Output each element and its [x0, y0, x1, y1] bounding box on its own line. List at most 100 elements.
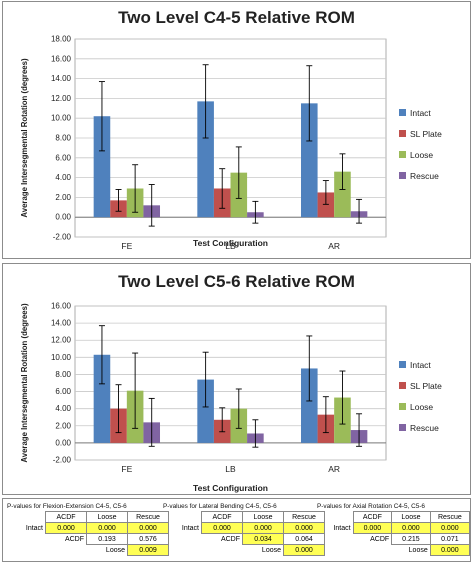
- y-tick-label: 6.00: [55, 153, 71, 162]
- x-tick-label: LB: [225, 241, 236, 251]
- x-tick-label: FE: [121, 241, 132, 251]
- column-header: Loose: [242, 511, 284, 523]
- y-tick-label: 0.00: [55, 213, 71, 222]
- row-label: Loose: [261, 546, 281, 554]
- p-value-table-caption: P-values for Flexion-Extension C4-5, C5-…: [7, 503, 127, 510]
- legend-label: Rescue: [410, 171, 439, 181]
- y-tick-label: 0.00: [55, 438, 71, 447]
- y-tick-label: -2.00: [53, 456, 72, 465]
- bar-sl-plate-ar: [317, 192, 335, 218]
- p-value-cell: 0.009: [127, 544, 169, 556]
- x-tick-label: FE: [121, 464, 132, 474]
- p-value-cell: 0.000: [429, 522, 471, 534]
- y-tick-label: 8.00: [55, 370, 71, 379]
- table-row: ACDF 0.193 0.576: [7, 533, 169, 545]
- p-value-table: ACDF Loose Rescue Intact 0.000 0.000 0.000 ACDF…: [317, 511, 471, 556]
- table-row: ACDF 0.215 0.071: [317, 533, 471, 545]
- p-value-cell: 0.000: [127, 522, 169, 534]
- y-tick-label: -2.00: [53, 233, 72, 242]
- bar-intact-fe: [93, 116, 111, 218]
- legend-label: Intact: [410, 360, 431, 370]
- legend-swatch: [399, 382, 406, 389]
- y-tick-label: 8.00: [55, 134, 71, 143]
- p-value-cell: 0.000: [201, 522, 243, 534]
- p-value-cell: 0.215: [391, 533, 431, 545]
- p-value-table: ACDF Loose Rescue Intact 0.000 0.000 0.000 ACDF…: [163, 511, 325, 556]
- y-tick-label: 10.00: [51, 353, 72, 362]
- p-value-table: ACDF Loose Rescue Intact 0.000 0.000 0.000 ACDF…: [7, 511, 169, 556]
- legend-swatch: [399, 172, 406, 179]
- p-value-cell: 0.000: [86, 522, 128, 534]
- column-header: Rescue: [127, 511, 169, 523]
- row-label: Intact: [333, 524, 351, 532]
- y-axis-label: Average Intersegmental Rotation (degrees…: [20, 303, 29, 463]
- bar-intact-lb: [197, 379, 214, 443]
- p-value-cell: 0.193: [86, 533, 128, 545]
- column-header: ACDF: [201, 511, 243, 523]
- p-value-table-lateral-bending: P-values for Lateral Bending C4-5, C5-6 A…: [163, 502, 325, 556]
- y-tick-label: 14.00: [51, 74, 72, 83]
- p-value-table-caption: P-values for Lateral Bending C4-5, C5-6: [163, 503, 277, 510]
- y-tick-label: 18.00: [51, 35, 72, 44]
- p-value-cell: 0.000: [242, 522, 284, 534]
- row-label: ACDF: [64, 535, 84, 543]
- chart-panel-c5-6: Two Level C5-6 Relative ROM -2.00 0.00 2.0…: [2, 263, 471, 495]
- bar-intact-lb: [197, 101, 214, 218]
- legend-swatch: [399, 403, 406, 410]
- column-header: Loose: [86, 511, 128, 523]
- x-axis-label: Test Configuration: [193, 483, 268, 493]
- y-tick-label: 4.00: [55, 173, 71, 182]
- y-tick-label: 2.00: [55, 193, 71, 202]
- table-row: Loose 0.000: [163, 544, 325, 556]
- y-tick-label: 4.00: [55, 404, 71, 413]
- legend-swatch: [399, 130, 406, 137]
- table-row: Loose 0.000: [317, 544, 471, 556]
- y-tick-label: 16.00: [51, 54, 72, 63]
- legend-label: Loose: [410, 402, 433, 412]
- y-tick-label: 6.00: [55, 387, 71, 396]
- y-tick-label: 16.00: [51, 302, 72, 311]
- legend-label: SL Plate: [410, 381, 442, 391]
- chart-title: Two Level C5-6 Relative ROM: [118, 272, 355, 291]
- p-value-cell: 0.000: [352, 522, 393, 534]
- p-value-cell: 0.034: [242, 533, 284, 545]
- column-header: ACDF: [352, 511, 393, 523]
- bar-intact-fe: [93, 354, 111, 443]
- legend-swatch: [399, 151, 406, 158]
- bar-loose-ar: [334, 171, 351, 218]
- chart-panel-c4-5: Two Level C4-5 Relative ROM -2.00 0.00 2.0…: [2, 1, 471, 259]
- bar-chart-c5-6: -2.00 0.00 2.00 4.00 6.00 8.00 10.00 12.00 14.00…: [20, 302, 442, 494]
- table-row: Intact 0.000 0.000 0.000: [7, 522, 169, 534]
- p-value-table-caption: P-values for Axial Rotation C4-5, C5-6: [317, 503, 425, 510]
- table-row: Intact 0.000 0.000 0.000: [163, 522, 325, 534]
- x-tick-label: AR: [328, 241, 340, 251]
- table-row: Intact 0.000 0.000 0.000: [317, 522, 471, 534]
- y-tick-label: 14.00: [51, 319, 72, 328]
- row-label: ACDF: [220, 535, 240, 543]
- legend-label: Intact: [410, 108, 431, 118]
- p-value-cell: 0.000: [45, 522, 87, 534]
- bar-chart-c4-5: -2.00 0.00 2.00 4.00 6.00 8.00 10.00 12.00 14.00…: [20, 35, 442, 252]
- column-header: Rescue: [429, 511, 471, 523]
- row-label: Intact: [181, 524, 199, 532]
- legend-label: SL Plate: [410, 129, 442, 139]
- p-value-table-axial-rotation: P-values for Axial Rotation C4-5, C5-6 AC…: [317, 502, 471, 556]
- chart-title: Two Level C4-5 Relative ROM: [118, 8, 355, 27]
- y-axis-label: Average Intersegmental Rotation (degrees…: [20, 58, 29, 218]
- p-value-cell: 0.071: [429, 533, 471, 545]
- table-row: Loose 0.009: [7, 544, 169, 556]
- p-value-cell: 0.000: [283, 544, 325, 556]
- column-header: Loose: [391, 511, 431, 523]
- p-value-cell: 0.000: [429, 544, 471, 556]
- row-label: ACDF: [370, 535, 390, 543]
- y-tick-label: 2.00: [55, 421, 71, 430]
- legend-label: Rescue: [410, 423, 439, 433]
- bar-intact-ar: [300, 368, 318, 443]
- bar-intact-ar: [300, 103, 318, 218]
- y-tick-label: 10.00: [51, 114, 72, 123]
- legend-swatch: [399, 109, 406, 116]
- p-value-cell: 0.000: [391, 522, 431, 534]
- y-tick-label: 12.00: [51, 94, 72, 103]
- legend-label: Loose: [410, 150, 433, 160]
- x-axis-label: Test Configuration: [193, 238, 268, 248]
